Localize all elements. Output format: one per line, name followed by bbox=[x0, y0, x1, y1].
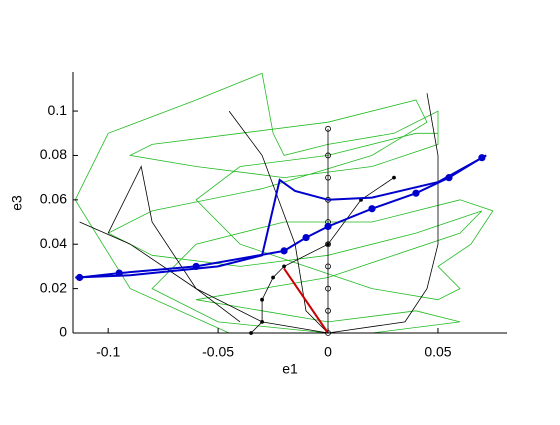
marker bbox=[282, 264, 286, 269]
marker bbox=[302, 233, 310, 242]
marker bbox=[325, 125, 331, 132]
marker bbox=[325, 263, 331, 270]
series-line bbox=[75, 154, 487, 279]
marker bbox=[368, 205, 376, 213]
series-line bbox=[74, 72, 483, 334]
series-line bbox=[327, 93, 439, 334]
series-line bbox=[107, 165, 241, 323]
y-tick-label: 0.02 bbox=[40, 279, 67, 295]
y-tick-label: 0.1 bbox=[48, 102, 68, 118]
x-tick-label: 0 bbox=[324, 344, 332, 360]
series-line bbox=[250, 177, 395, 334]
marker bbox=[325, 307, 331, 314]
marker bbox=[325, 241, 331, 248]
marker bbox=[271, 275, 275, 280]
x-tick-label: -0.05 bbox=[202, 344, 234, 360]
marker bbox=[326, 242, 330, 247]
marker bbox=[280, 247, 288, 255]
series-line bbox=[283, 268, 329, 334]
y-tick-label: 0.08 bbox=[40, 146, 67, 162]
marker bbox=[260, 320, 264, 324]
y-tick-label: 0.06 bbox=[40, 191, 67, 207]
x-tick-label: 0.05 bbox=[424, 344, 451, 360]
marker bbox=[325, 174, 331, 181]
x-axis-label: e1 bbox=[282, 361, 298, 377]
marker bbox=[260, 297, 264, 302]
series-line bbox=[151, 132, 494, 334]
y-tick-label: 0 bbox=[59, 324, 67, 340]
y-tick-label: 0.04 bbox=[40, 235, 67, 251]
marker bbox=[324, 222, 332, 231]
marker bbox=[392, 175, 396, 180]
marker bbox=[412, 189, 420, 197]
series-line bbox=[79, 156, 483, 279]
marker bbox=[325, 285, 331, 292]
y-axis-label: e3 bbox=[9, 195, 25, 211]
marker bbox=[325, 152, 331, 159]
x-tick-label: -0.1 bbox=[96, 344, 120, 360]
